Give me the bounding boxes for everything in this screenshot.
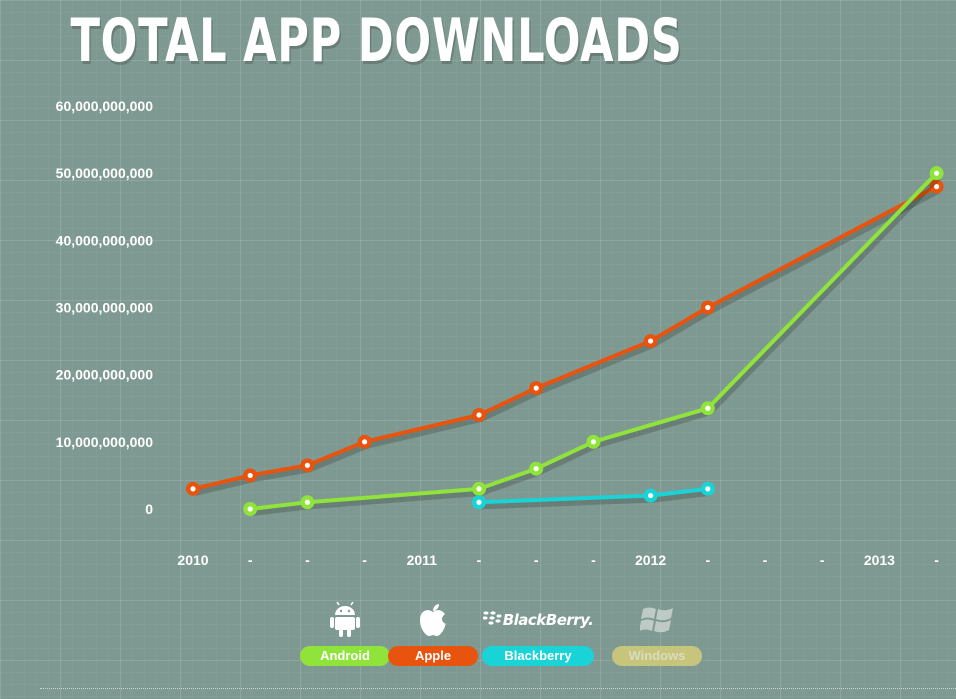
y-tick-label: 20,000,000,000 bbox=[56, 367, 154, 383]
x-tick-label: - bbox=[934, 552, 939, 568]
apple-logo-icon bbox=[388, 600, 478, 640]
x-tick-label: - bbox=[477, 552, 482, 568]
legend-pill-android: Android bbox=[300, 646, 390, 666]
legend-pill-apple: Apple bbox=[388, 646, 478, 666]
data-point-center bbox=[934, 170, 940, 176]
x-tick-label: 2012 bbox=[635, 552, 666, 568]
y-tick-label: 10,000,000,000 bbox=[56, 434, 154, 450]
windows-flag-icon bbox=[612, 600, 702, 640]
data-point-center bbox=[304, 462, 310, 468]
x-tick-label: - bbox=[591, 552, 596, 568]
data-point-center bbox=[362, 439, 368, 445]
y-tick-label: 40,000,000,000 bbox=[56, 232, 154, 248]
x-tick-label: - bbox=[305, 552, 310, 568]
x-tick-label: 2010 bbox=[177, 552, 208, 568]
blackberry-logo-icon bbox=[482, 610, 503, 630]
data-point-center bbox=[705, 304, 711, 311]
android-robot-icon bbox=[300, 600, 390, 640]
x-tick-label: 2011 bbox=[407, 552, 438, 568]
x-tick-label: - bbox=[820, 552, 825, 568]
data-point-center bbox=[533, 385, 539, 391]
bottom-divider bbox=[40, 688, 956, 689]
legend-item-android[interactable]: Android bbox=[300, 600, 390, 666]
data-point-center bbox=[247, 472, 253, 479]
x-tick-label: 2013 bbox=[864, 552, 895, 568]
series-shadow-android bbox=[251, 175, 941, 516]
x-tick-label: - bbox=[534, 552, 539, 568]
x-tick-label: - bbox=[362, 552, 367, 568]
x-axis: 2010 - - - 2011 - - - 2012 - - - 2013 - bbox=[177, 552, 939, 568]
data-point-center bbox=[190, 486, 196, 492]
y-tick-label: 0 bbox=[145, 501, 153, 517]
legend-pill-windows: Windows bbox=[612, 646, 702, 666]
data-point-center bbox=[304, 499, 310, 505]
y-axis: 0 10,000,000,000 20,000,000,000 30,000,000,… bbox=[56, 98, 154, 517]
data-point-center bbox=[476, 412, 482, 418]
data-point-center bbox=[247, 506, 253, 512]
series-shadow-apple bbox=[194, 187, 941, 496]
legend-pill-blackberry: Blackberry bbox=[482, 646, 594, 666]
y-tick-label: 50,000,000,000 bbox=[56, 165, 154, 181]
data-point-center bbox=[705, 486, 711, 492]
x-tick-label: - bbox=[248, 552, 253, 568]
blackberry-logo: BlackBerry. bbox=[482, 600, 594, 640]
data-point-center bbox=[934, 184, 940, 190]
data-point-center bbox=[476, 486, 482, 492]
chart-title: TOTAL APP DOWNLOADS bbox=[70, 6, 683, 76]
data-point-center bbox=[648, 338, 654, 344]
series-line-apple bbox=[191, 184, 939, 491]
series-line-android bbox=[248, 171, 939, 511]
data-point-center bbox=[705, 405, 711, 411]
y-tick-label: 30,000,000,000 bbox=[56, 300, 154, 316]
legend-item-apple[interactable]: Apple bbox=[388, 600, 478, 666]
data-point-center bbox=[590, 439, 597, 445]
x-tick-label: - bbox=[705, 552, 710, 568]
data-point-center bbox=[533, 466, 539, 472]
data-point-center bbox=[648, 492, 654, 499]
y-tick-label: 60,000,000,000 bbox=[56, 98, 154, 114]
legend-item-windows[interactable]: Windows bbox=[612, 600, 702, 666]
series-group bbox=[186, 166, 944, 516]
legend-item-blackberry[interactable]: BlackBerry. Blackberry bbox=[482, 600, 594, 666]
blackberry-logo-text: BlackBerry. bbox=[502, 611, 594, 629]
data-point-center bbox=[476, 499, 482, 505]
x-tick-label: - bbox=[763, 552, 768, 568]
